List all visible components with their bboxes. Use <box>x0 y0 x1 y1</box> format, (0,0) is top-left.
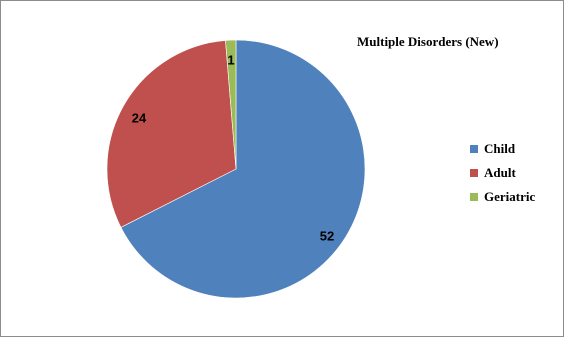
data-label-adult: 24 <box>132 110 147 125</box>
legend-swatch-adult <box>470 169 478 177</box>
pie-slice-geriatric <box>225 39 237 170</box>
legend: Child Adult Geriatric <box>470 137 535 209</box>
data-label-child: 52 <box>320 228 334 243</box>
legend-label-adult: Adult <box>484 165 516 180</box>
legend-item-geriatric: Geriatric <box>470 185 535 209</box>
pie-slice-adult <box>106 40 237 228</box>
legend-label-child: Child <box>484 141 516 156</box>
legend-swatch-geriatric <box>470 193 478 201</box>
pie-labels: 52 24 1 <box>132 52 334 243</box>
pie-slice-child <box>120 39 366 299</box>
legend-label-geriatric: Geriatric <box>484 189 536 204</box>
pie-slices <box>106 39 366 299</box>
legend-item-adult: Adult <box>470 161 535 185</box>
data-label-geriatric: 1 <box>227 52 234 67</box>
chart-title: Multiple Disorders (New) <box>357 34 499 49</box>
legend-item-child: Child <box>470 137 535 161</box>
legend-swatch-child <box>470 145 478 153</box>
